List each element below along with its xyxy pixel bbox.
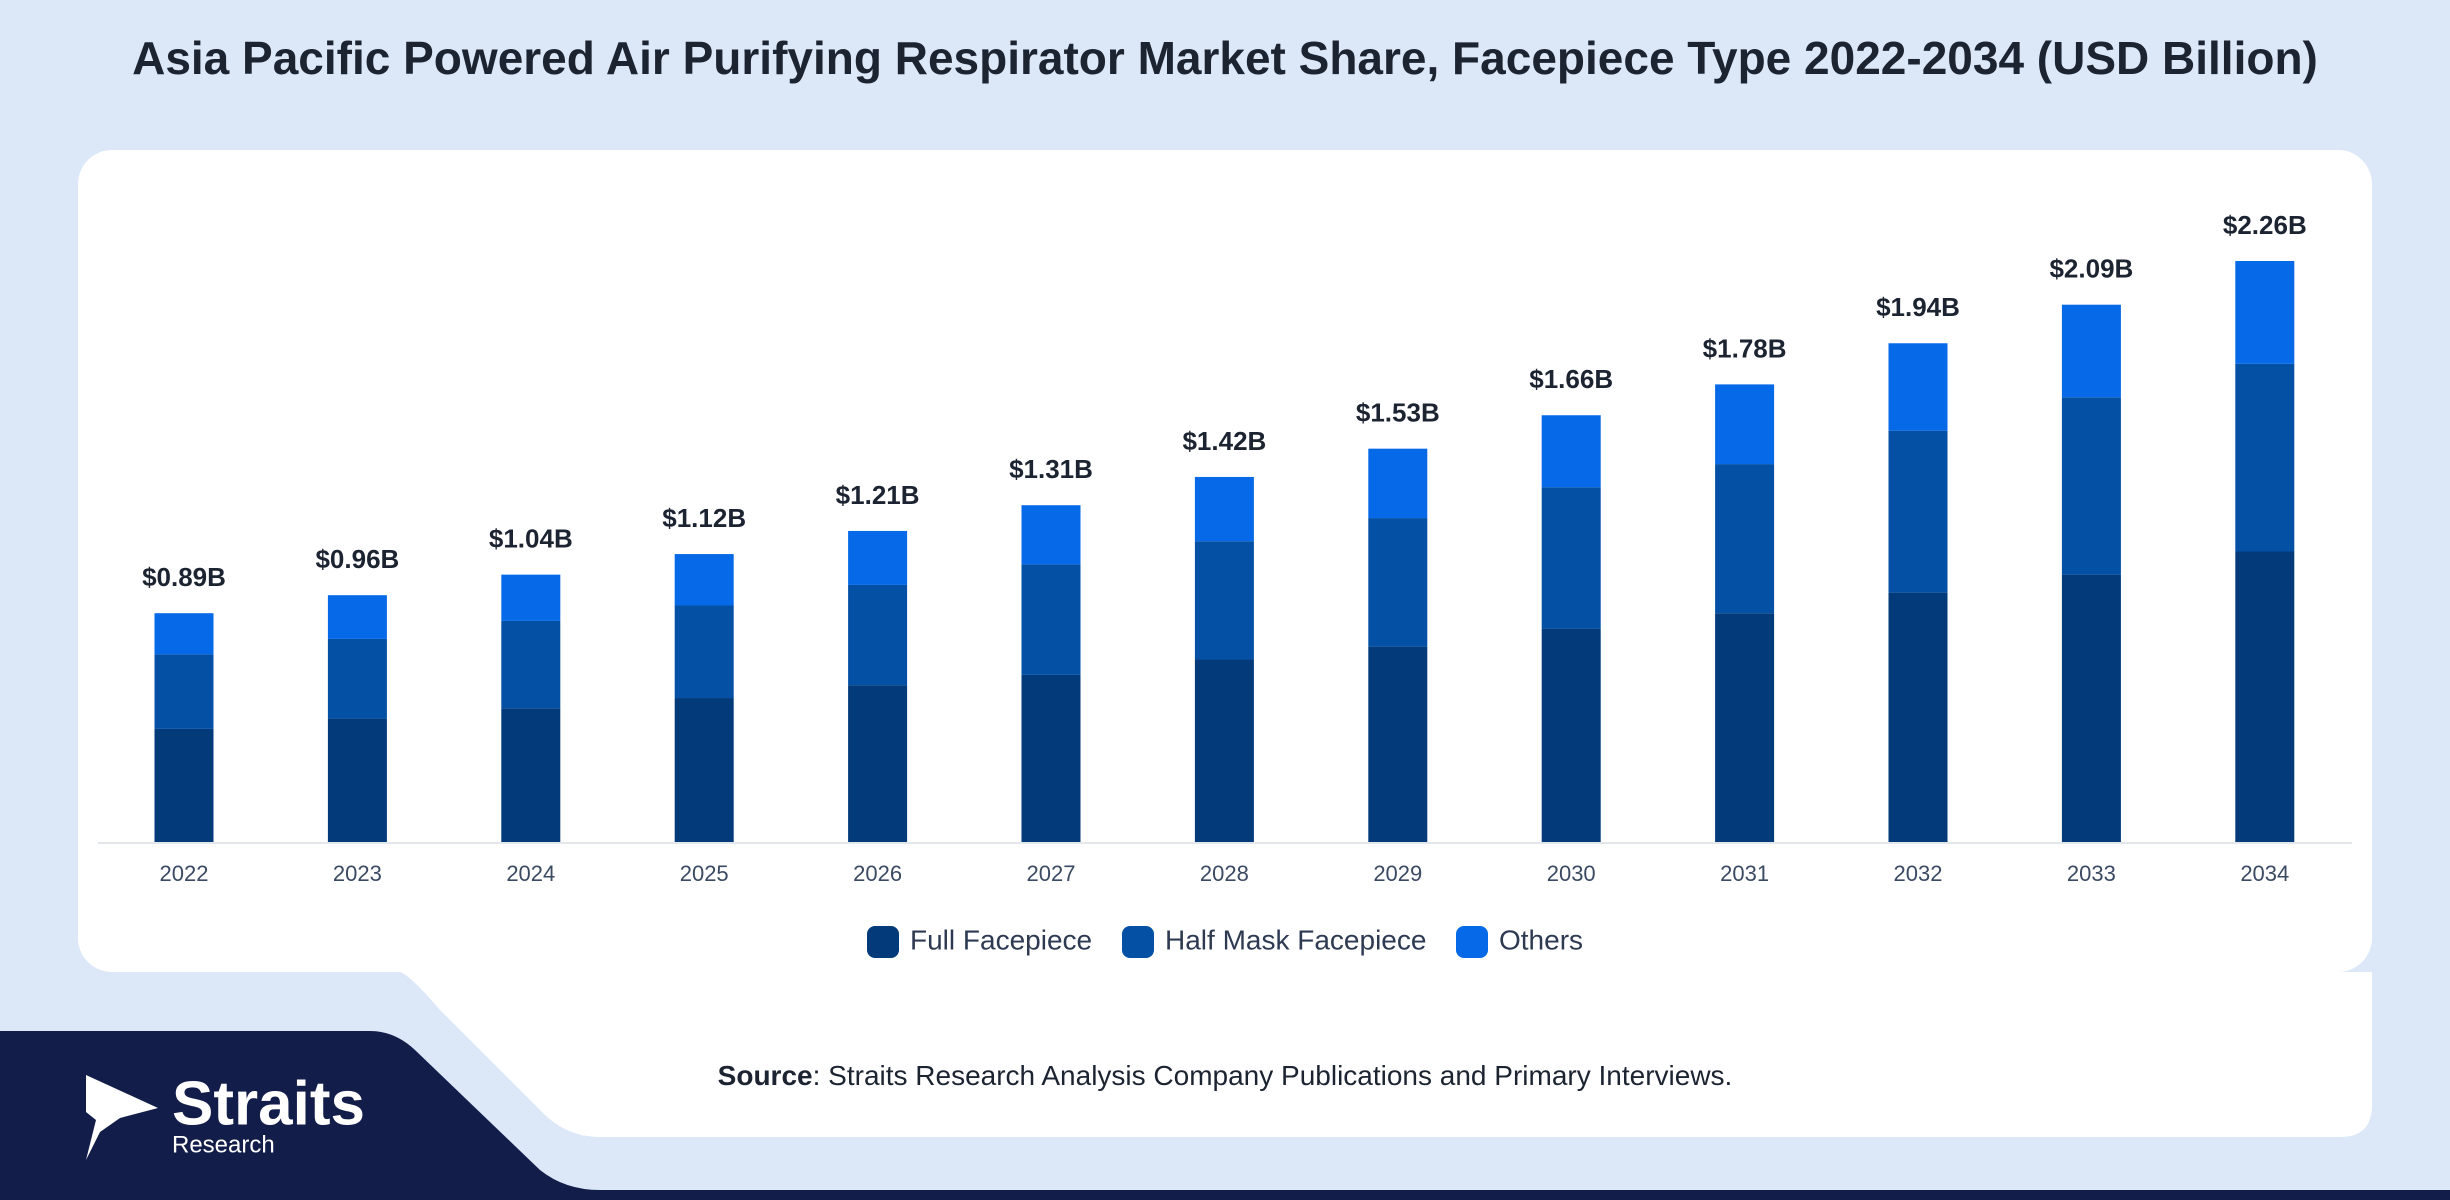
source-text: : Straits Research Analysis Company Publ… xyxy=(813,1060,1733,1091)
total-label: $1.94B xyxy=(1876,292,1960,322)
bar-segment xyxy=(501,708,561,842)
bar-segment xyxy=(1715,613,1775,842)
bar-segment xyxy=(327,638,387,719)
bar-segment xyxy=(1715,464,1775,614)
legend-label: Others xyxy=(1499,924,1583,955)
bar-segment xyxy=(154,613,214,655)
bar-segment xyxy=(1194,476,1254,542)
logo-band xyxy=(0,1031,2450,1200)
x-tick-label: 2026 xyxy=(853,861,902,886)
total-label: $0.89B xyxy=(142,562,226,592)
legend-label: Full Facepiece xyxy=(910,924,1092,955)
bar-segment xyxy=(2061,574,2121,842)
bar-segment xyxy=(327,595,387,639)
bar-segment xyxy=(2235,363,2295,552)
logo-sub: Research xyxy=(172,1131,275,1158)
x-tick-label: 2027 xyxy=(1027,861,1076,886)
total-label: $1.42B xyxy=(1182,426,1266,456)
total-label: $1.04B xyxy=(489,524,573,554)
bar-segment xyxy=(1888,592,1948,842)
x-tick-label: 2031 xyxy=(1720,861,1769,886)
bar-segment xyxy=(848,584,908,686)
x-tick-label: 2025 xyxy=(680,861,729,886)
total-label: $1.78B xyxy=(1703,333,1787,363)
bar-segment xyxy=(154,654,214,729)
logo-icon xyxy=(86,1075,158,1160)
total-label: $0.96B xyxy=(315,544,399,574)
bar-segment xyxy=(1541,415,1601,488)
logo-name: Straits xyxy=(172,1069,365,1138)
x-tick-label: 2034 xyxy=(2240,861,2289,886)
total-label: $1.21B xyxy=(836,480,920,510)
bar-segment xyxy=(1194,659,1254,842)
bar-segment xyxy=(1368,646,1428,842)
total-label: $1.53B xyxy=(1356,398,1440,428)
bar-segment xyxy=(674,698,734,842)
x-tick-label: 2030 xyxy=(1547,861,1596,886)
x-tick-label: 2029 xyxy=(1373,861,1422,886)
bar-segment xyxy=(2235,551,2295,842)
bar-segment xyxy=(1368,518,1428,647)
source-label: Source xyxy=(718,1060,813,1091)
source-card xyxy=(400,972,2372,1137)
bar-segment xyxy=(1888,430,1948,593)
x-tick-label: 2028 xyxy=(1200,861,1249,886)
total-label: $2.26B xyxy=(2223,210,2307,240)
total-label: $1.31B xyxy=(1009,454,1093,484)
bar-segment xyxy=(674,605,734,699)
bar-segment xyxy=(848,530,908,585)
bar-segment xyxy=(1021,674,1081,842)
total-label: $1.12B xyxy=(662,503,746,533)
legend-label: Half Mask Facepiece xyxy=(1165,924,1426,955)
bar-segment xyxy=(1194,541,1254,660)
x-tick-label: 2033 xyxy=(2067,861,2116,886)
bar-segment xyxy=(2235,261,2295,364)
bar-segment xyxy=(1021,505,1081,565)
bar-segment xyxy=(848,685,908,842)
bar-segment xyxy=(2061,304,2121,398)
source-note: Source: Straits Research Analysis Compan… xyxy=(718,1060,1733,1091)
bar-segment xyxy=(501,620,561,709)
bar-segment xyxy=(1541,628,1601,842)
legend-swatch xyxy=(867,926,899,958)
bar-segment xyxy=(1715,384,1775,465)
total-label: $1.66B xyxy=(1529,364,1613,394)
x-tick-label: 2022 xyxy=(160,861,209,886)
bar-segment xyxy=(154,728,214,842)
legend-swatch xyxy=(1122,926,1154,958)
bar-segment xyxy=(1021,564,1081,675)
bar-segment xyxy=(674,554,734,606)
bar-segment xyxy=(501,574,561,621)
bar-segment xyxy=(2061,397,2121,575)
bar-segment xyxy=(1368,448,1428,519)
total-label: $2.09B xyxy=(2049,254,2133,284)
legend-swatch xyxy=(1456,926,1488,958)
x-tick-label: 2032 xyxy=(1894,861,1943,886)
x-tick-label: 2023 xyxy=(333,861,382,886)
bar-segment xyxy=(1888,343,1948,431)
bar-segment xyxy=(327,718,387,842)
bar-segment xyxy=(1541,487,1601,629)
x-tick-label: 2024 xyxy=(506,861,555,886)
chart-title: Asia Pacific Powered Air Purifying Respi… xyxy=(132,32,2318,84)
